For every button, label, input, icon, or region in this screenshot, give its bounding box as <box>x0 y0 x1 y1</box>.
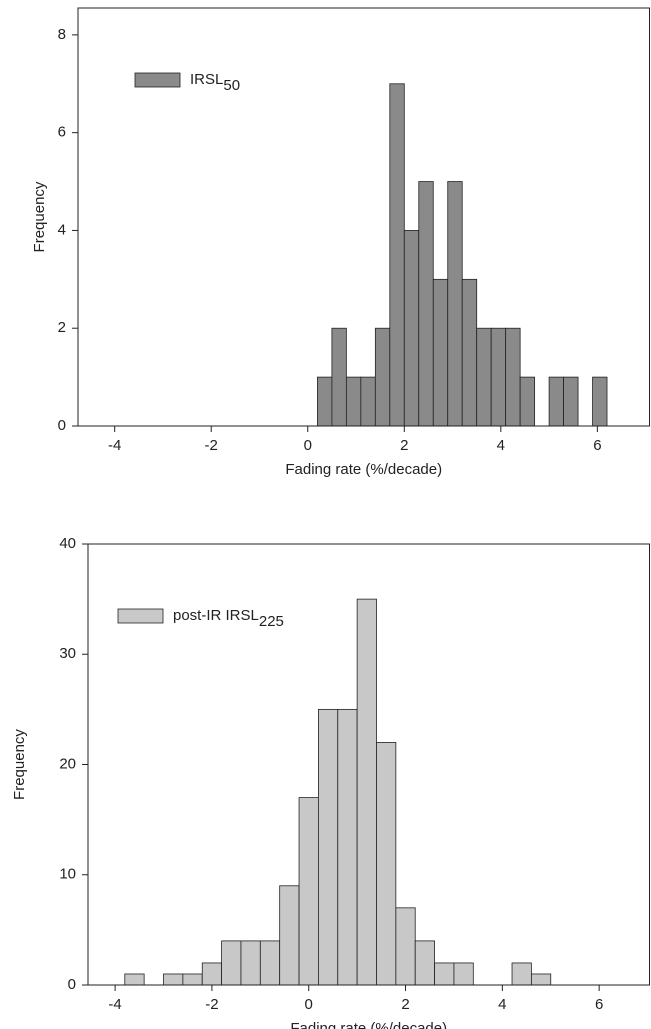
y-tick-label: 20 <box>59 755 76 772</box>
bar <box>548 376 564 427</box>
bar <box>563 376 579 427</box>
y-tick-label: 0 <box>58 417 66 434</box>
bar <box>163 973 184 986</box>
bar <box>279 885 300 986</box>
bar <box>432 278 449 427</box>
x-tick-label: 4 <box>497 437 505 454</box>
bar <box>182 973 203 986</box>
x-tick-label: 0 <box>305 996 313 1013</box>
legend-label: IRSL50 <box>190 71 240 94</box>
x-tick-label: -4 <box>108 437 121 454</box>
x-tick-label: -4 <box>108 996 121 1013</box>
bar <box>374 327 391 427</box>
bar <box>317 376 333 427</box>
y-tick-label: 8 <box>58 26 66 43</box>
bar <box>337 708 358 986</box>
y-tick-label: 4 <box>58 221 66 238</box>
bar <box>490 327 507 427</box>
legend-swatch <box>134 72 181 88</box>
y-tick-label: 6 <box>58 124 66 141</box>
bar <box>389 83 405 427</box>
bar <box>356 598 377 986</box>
bar <box>376 742 397 986</box>
x-tick-label: 2 <box>400 437 408 454</box>
bar <box>221 940 242 986</box>
bar <box>530 973 552 986</box>
bar <box>414 940 435 986</box>
x-tick-label: 4 <box>498 996 506 1013</box>
x-axis-label: Fading rate (%/decade) <box>285 461 442 478</box>
legend-name: IRSL <box>190 71 223 88</box>
legend-subscript: 50 <box>223 77 240 94</box>
bar <box>201 962 222 986</box>
x-tick-label: 2 <box>401 996 409 1013</box>
bar <box>298 797 319 986</box>
bar <box>511 962 532 986</box>
plot-frame <box>77 7 650 427</box>
bar <box>345 376 362 427</box>
legend-swatch <box>117 608 164 624</box>
x-tick-label: 6 <box>595 996 603 1013</box>
x-tick-label: -2 <box>205 437 218 454</box>
bar <box>259 940 281 986</box>
y-axis-label: Frequency <box>31 181 48 252</box>
bar <box>331 327 347 427</box>
y-tick-label: 0 <box>68 976 76 993</box>
bar <box>318 708 339 986</box>
bar <box>124 973 145 986</box>
bar <box>434 962 455 986</box>
bar <box>240 940 261 986</box>
x-tick-label: 6 <box>593 437 601 454</box>
bar <box>519 376 536 427</box>
bar <box>592 376 608 427</box>
x-axis-label: Fading rate (%/decade) <box>290 1020 447 1029</box>
bar <box>447 181 463 427</box>
bar <box>505 327 521 427</box>
legend-name: post-IR IRSL <box>173 607 259 624</box>
y-tick-label: 40 <box>59 535 76 552</box>
bar <box>453 962 474 986</box>
bar <box>418 181 434 427</box>
y-tick-label: 2 <box>58 319 66 336</box>
bar <box>461 278 478 427</box>
bar <box>403 230 420 427</box>
bar <box>395 907 416 986</box>
x-tick-label: 0 <box>304 437 312 454</box>
y-axis-label: Frequency <box>11 729 28 800</box>
y-tick-label: 30 <box>59 645 76 662</box>
bar <box>476 327 492 427</box>
legend-subscript: 225 <box>259 613 284 630</box>
legend-label: post-IR IRSL225 <box>173 607 284 630</box>
y-tick-label: 10 <box>59 866 76 883</box>
x-tick-label: -2 <box>205 996 218 1013</box>
bar <box>360 376 376 427</box>
